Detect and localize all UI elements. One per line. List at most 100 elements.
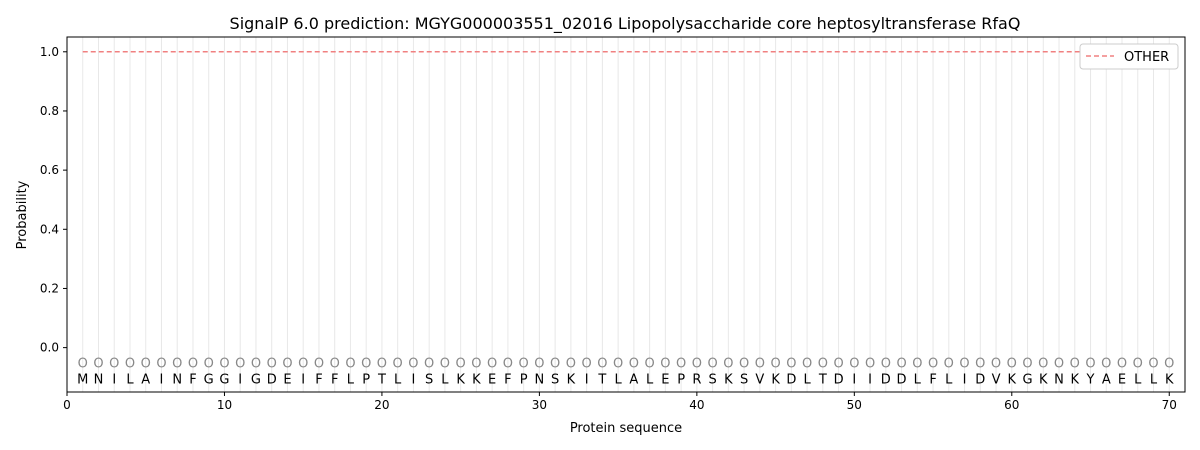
residue-marker: O [597,356,607,371]
residue-marker: O [267,356,277,371]
residue-label: K [567,372,576,387]
residue-marker: O [1085,356,1095,371]
residue-label: N [94,372,104,387]
residue-marker: O [613,356,623,371]
legend: OTHER [1079,43,1179,70]
residue-marker: O [802,356,812,371]
residue-marker: O [865,356,875,371]
residue-label: D [834,372,844,387]
legend-label-other: OTHER [1124,50,1169,65]
residue-label: D [975,372,985,387]
residue-marker: O [1007,356,1017,371]
residue-marker: O [1070,356,1080,371]
residue-marker: O [881,356,891,371]
residue-label: S [740,372,748,387]
residue-label: E [488,372,496,387]
residue-label: L [441,372,449,387]
y-tick-label: 0.8 [40,104,59,118]
residue-label: I [585,372,589,387]
residue-label: L [1150,372,1158,387]
residue-label: L [394,372,402,387]
residue-marker: O [660,356,670,371]
y-tick-label: 0.0 [40,341,59,355]
residue-marker: O [503,356,513,371]
residue-label: R [692,372,701,387]
residue-marker: O [534,356,544,371]
residue-marker: O [251,356,261,371]
residue-marker: O [707,356,717,371]
residue-label: E [661,372,669,387]
x-tick-label: 10 [217,398,232,412]
residue-marker: O [298,356,308,371]
residue-marker: O [991,356,1001,371]
residue-label: P [677,372,685,387]
residue-label: F [929,372,936,387]
residue-label: F [504,372,511,387]
residue-label: D [267,372,277,387]
residue-marker: O [755,356,765,371]
residue-marker: O [204,356,214,371]
residue-label: N [535,372,545,387]
residue-marker: O [141,356,151,371]
y-tick-label: 1.0 [40,45,59,59]
residue-marker: O [1133,356,1143,371]
residue-label: A [1102,372,1111,387]
residue-marker: O [786,356,796,371]
residue-label: L [646,372,654,387]
residue-marker: O [282,356,292,371]
residue-label: T [597,372,606,387]
residue-marker: O [1022,356,1032,371]
residue-label: S [425,372,433,387]
residue-marker: O [896,356,906,371]
residue-marker: O [566,356,576,371]
residue-marker: O [93,356,103,371]
residue-marker: O [408,356,418,371]
residue-marker: O [1148,356,1158,371]
y-tick-label: 0.6 [40,163,59,177]
residue-label: L [347,372,355,387]
x-tick-label: 60 [1004,398,1019,412]
residue-label: V [992,372,1001,387]
residue-marker: O [676,356,686,371]
residue-label: F [315,372,322,387]
y-axis-label: Probability [15,180,30,249]
residue-label: I [160,372,164,387]
x-tick-label: 50 [847,398,862,412]
residue-label: L [945,372,953,387]
residue-label: K [1008,372,1017,387]
residue-label: Y [1086,372,1095,387]
residue-marker: O [78,356,88,371]
legend-box [1079,43,1179,70]
residue-label: K [472,372,481,387]
residue-marker: O [928,356,938,371]
residue-label: K [771,372,780,387]
residue-marker: O [739,356,749,371]
residue-label: I [238,372,242,387]
residue-marker: O [393,356,403,371]
residue-label: E [283,372,291,387]
residue-marker: O [944,356,954,371]
residue-label: L [615,372,623,387]
residue-marker: O [125,356,135,371]
residue-label: E [1118,372,1126,387]
residue-label: I [963,372,967,387]
residue-marker: O [582,356,592,371]
plot-frame [66,36,1186,393]
residue-label: K [724,372,733,387]
residue-marker: O [456,356,466,371]
residue-label: M [77,372,88,387]
residue-label: L [803,372,811,387]
residue-label: L [126,372,134,387]
residue-label: P [362,372,370,387]
residue-label: L [914,372,922,387]
residue-label: K [456,372,465,387]
residue-marker: O [1117,356,1127,371]
residue-label: S [551,372,559,387]
residue-marker: O [188,356,198,371]
residue-label: G [1022,372,1032,387]
x-tick-label: 30 [532,398,547,412]
residue-marker: O [330,356,340,371]
residue-label: K [1071,372,1080,387]
residue-label: I [412,372,416,387]
